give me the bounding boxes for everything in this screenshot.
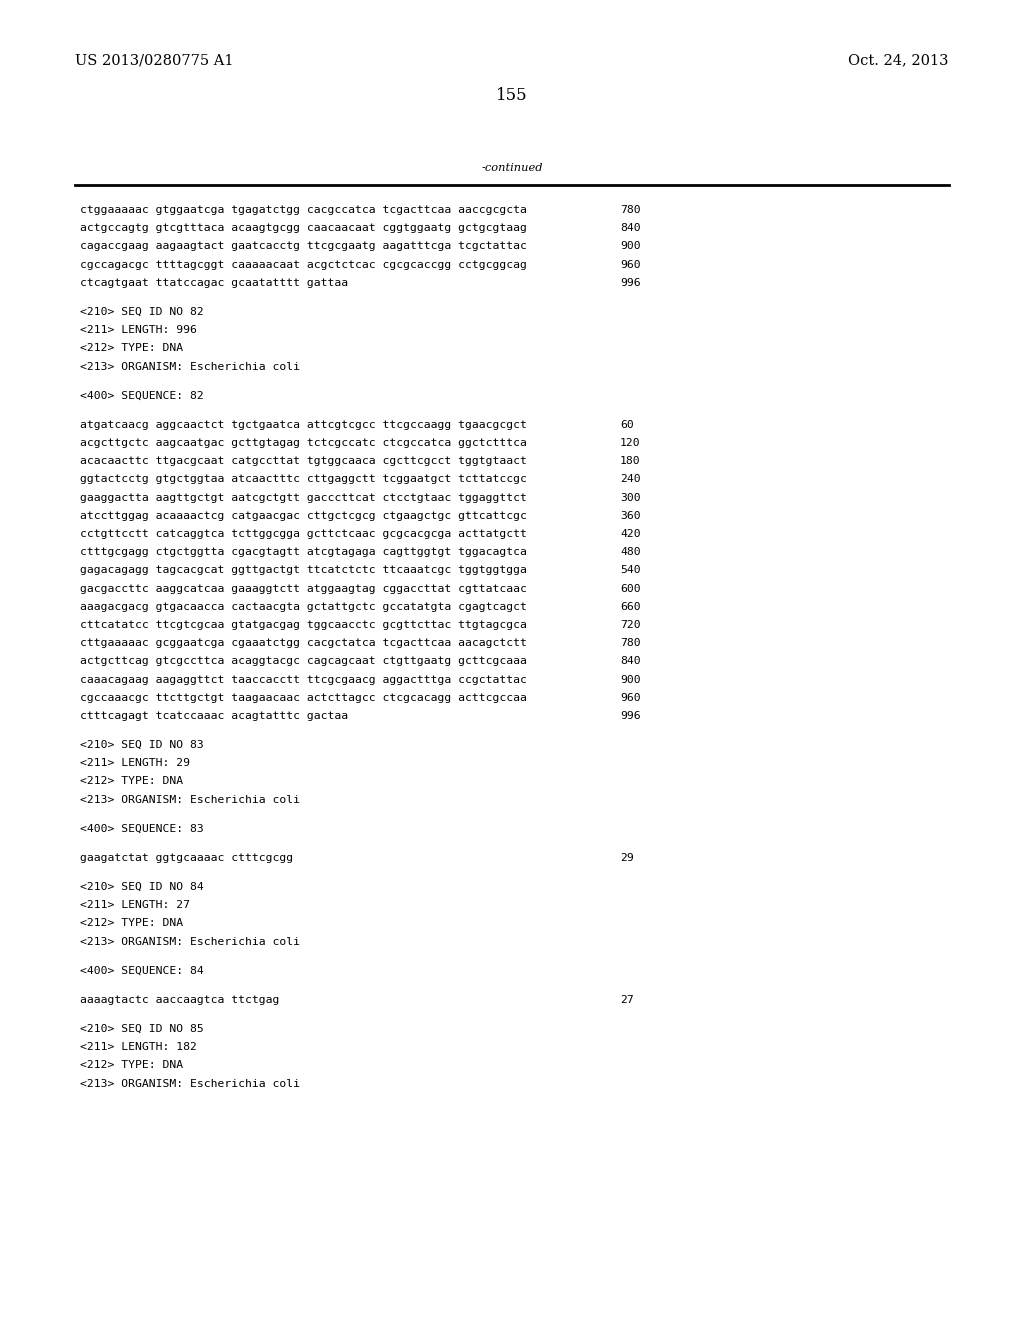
Text: acacaacttc ttgacgcaat catgccttat tgtggcaaca cgcttcgcct tggtgtaact: acacaacttc ttgacgcaat catgccttat tgtggca… [80,457,527,466]
Text: Oct. 24, 2013: Oct. 24, 2013 [849,53,949,67]
Text: acgcttgctc aagcaatgac gcttgtagag tctcgccatc ctcgccatca ggctctttca: acgcttgctc aagcaatgac gcttgtagag tctcgcc… [80,438,527,447]
Text: 960: 960 [620,260,641,269]
Text: 840: 840 [620,223,641,234]
Text: 600: 600 [620,583,641,594]
Text: gaaggactta aagttgctgt aatcgctgtt gacccttcat ctcctgtaac tggaggttct: gaaggactta aagttgctgt aatcgctgtt gaccctt… [80,492,527,503]
Text: gaagatctat ggtgcaaaac ctttcgcgg: gaagatctat ggtgcaaaac ctttcgcgg [80,853,293,863]
Text: 900: 900 [620,675,641,685]
Text: <210> SEQ ID NO 82: <210> SEQ ID NO 82 [80,308,204,317]
Text: 540: 540 [620,565,641,576]
Text: <213> ORGANISM: Escherichia coli: <213> ORGANISM: Escherichia coli [80,795,300,805]
Text: -continued: -continued [481,162,543,173]
Text: 29: 29 [620,853,634,863]
Text: aaaagtactc aaccaagtca ttctgag: aaaagtactc aaccaagtca ttctgag [80,995,280,1005]
Text: 155: 155 [497,87,527,103]
Text: ctggaaaaac gtggaatcga tgagatctgg cacgccatca tcgacttcaa aaccgcgcta: ctggaaaaac gtggaatcga tgagatctgg cacgcca… [80,205,527,215]
Text: aaagacgacg gtgacaacca cactaacgta gctattgctc gccatatgta cgagtcagct: aaagacgacg gtgacaacca cactaacgta gctattg… [80,602,527,611]
Text: 180: 180 [620,457,641,466]
Text: 660: 660 [620,602,641,611]
Text: <400> SEQUENCE: 82: <400> SEQUENCE: 82 [80,391,204,401]
Text: <210> SEQ ID NO 84: <210> SEQ ID NO 84 [80,882,204,892]
Text: <212> TYPE: DNA: <212> TYPE: DNA [80,343,183,354]
Text: 780: 780 [620,205,641,215]
Text: 240: 240 [620,474,641,484]
Text: ctttgcgagg ctgctggtta cgacgtagtt atcgtagaga cagttggtgt tggacagtca: ctttgcgagg ctgctggtta cgacgtagtt atcgtag… [80,548,527,557]
Text: gagacagagg tagcacgcat ggttgactgt ttcatctctc ttcaaatcgc tggtggtgga: gagacagagg tagcacgcat ggttgactgt ttcatct… [80,565,527,576]
Text: <212> TYPE: DNA: <212> TYPE: DNA [80,1060,183,1071]
Text: <213> ORGANISM: Escherichia coli: <213> ORGANISM: Escherichia coli [80,362,300,371]
Text: <210> SEQ ID NO 83: <210> SEQ ID NO 83 [80,741,204,750]
Text: <211> LENGTH: 27: <211> LENGTH: 27 [80,900,190,911]
Text: 120: 120 [620,438,641,447]
Text: 900: 900 [620,242,641,251]
Text: <210> SEQ ID NO 85: <210> SEQ ID NO 85 [80,1024,204,1034]
Text: cttcatatcc ttcgtcgcaa gtatgacgag tggcaacctc gcgttcttac ttgtagcgca: cttcatatcc ttcgtcgcaa gtatgacgag tggcaac… [80,620,527,630]
Text: cgccagacgc ttttagcggt caaaaacaat acgctctcac cgcgcaccgg cctgcggcag: cgccagacgc ttttagcggt caaaaacaat acgctct… [80,260,527,269]
Text: <211> LENGTH: 182: <211> LENGTH: 182 [80,1043,197,1052]
Text: gacgaccttc aaggcatcaa gaaaggtctt atggaagtag cggaccttat cgttatcaac: gacgaccttc aaggcatcaa gaaaggtctt atggaag… [80,583,527,594]
Text: <213> ORGANISM: Escherichia coli: <213> ORGANISM: Escherichia coli [80,1078,300,1089]
Text: 996: 996 [620,277,641,288]
Text: 27: 27 [620,995,634,1005]
Text: <213> ORGANISM: Escherichia coli: <213> ORGANISM: Escherichia coli [80,937,300,946]
Text: actgcttcag gtcgccttca acaggtacgc cagcagcaat ctgttgaatg gcttcgcaaa: actgcttcag gtcgccttca acaggtacgc cagcagc… [80,656,527,667]
Text: ggtactcctg gtgctggtaa atcaactttc cttgaggctt tcggaatgct tcttatccgc: ggtactcctg gtgctggtaa atcaactttc cttgagg… [80,474,527,484]
Text: 840: 840 [620,656,641,667]
Text: <212> TYPE: DNA: <212> TYPE: DNA [80,776,183,787]
Text: cctgttcctt catcaggtca tcttggcgga gcttctcaac gcgcacgcga acttatgctt: cctgttcctt catcaggtca tcttggcgga gcttctc… [80,529,527,539]
Text: ctcagtgaat ttatccagac gcaatatttt gattaa: ctcagtgaat ttatccagac gcaatatttt gattaa [80,277,348,288]
Text: <211> LENGTH: 29: <211> LENGTH: 29 [80,758,190,768]
Text: cagaccgaag aagaagtact gaatcacctg ttcgcgaatg aagatttcga tcgctattac: cagaccgaag aagaagtact gaatcacctg ttcgcga… [80,242,527,251]
Text: actgccagtg gtcgtttaca acaagtgcgg caacaacaat cggtggaatg gctgcgtaag: actgccagtg gtcgtttaca acaagtgcgg caacaac… [80,223,527,234]
Text: 480: 480 [620,548,641,557]
Text: cttgaaaaac gcggaatcga cgaaatctgg cacgctatca tcgacttcaa aacagctctt: cttgaaaaac gcggaatcga cgaaatctgg cacgcta… [80,638,527,648]
Text: 420: 420 [620,529,641,539]
Text: 780: 780 [620,638,641,648]
Text: atgatcaacg aggcaactct tgctgaatca attcgtcgcc ttcgccaagg tgaacgcgct: atgatcaacg aggcaactct tgctgaatca attcgtc… [80,420,527,430]
Text: atccttggag acaaaactcg catgaacgac cttgctcgcg ctgaagctgc gttcattcgc: atccttggag acaaaactcg catgaacgac cttgctc… [80,511,527,521]
Text: 360: 360 [620,511,641,521]
Text: US 2013/0280775 A1: US 2013/0280775 A1 [75,53,233,67]
Text: ctttcagagt tcatccaaac acagtatttc gactaa: ctttcagagt tcatccaaac acagtatttc gactaa [80,711,348,721]
Text: caaacagaag aagaggttct taaccacctt ttcgcgaacg aggactttga ccgctattac: caaacagaag aagaggttct taaccacctt ttcgcga… [80,675,527,685]
Text: <400> SEQUENCE: 84: <400> SEQUENCE: 84 [80,966,204,975]
Text: cgccaaacgc ttcttgctgt taagaacaac actcttagcc ctcgcacagg acttcgccaa: cgccaaacgc ttcttgctgt taagaacaac actctta… [80,693,527,702]
Text: 300: 300 [620,492,641,503]
Text: 996: 996 [620,711,641,721]
Text: 60: 60 [620,420,634,430]
Text: 720: 720 [620,620,641,630]
Text: <211> LENGTH: 996: <211> LENGTH: 996 [80,325,197,335]
Text: <400> SEQUENCE: 83: <400> SEQUENCE: 83 [80,824,204,834]
Text: <212> TYPE: DNA: <212> TYPE: DNA [80,919,183,928]
Text: 960: 960 [620,693,641,702]
